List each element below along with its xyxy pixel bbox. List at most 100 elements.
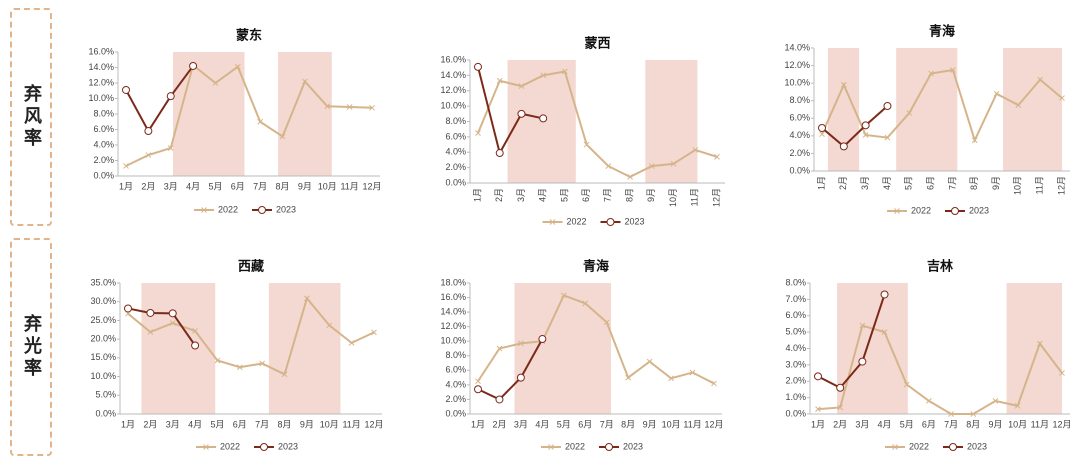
y-tick-label: 8.0%: [445, 116, 466, 126]
x-tick-label: 1月: [119, 181, 133, 191]
x-tick-label: 11月: [340, 181, 358, 191]
point-marker: [603, 319, 610, 326]
point-marker: [281, 371, 288, 378]
x-tick-label: 11月: [690, 188, 700, 206]
y-tick-label: 14.0%: [784, 42, 810, 52]
x-tick-label: 8月: [624, 188, 634, 202]
x-tick-label: 5月: [208, 181, 222, 191]
point-marker: [692, 147, 699, 153]
point-marker: [518, 340, 524, 347]
y-tick-label: 0.0%: [95, 408, 116, 418]
y-tick-label: 5.0%: [95, 390, 116, 400]
point-marker: [1015, 102, 1022, 108]
point-marker: [1059, 95, 1065, 101]
legend-marker: [606, 218, 615, 226]
legend-marker: [892, 444, 898, 450]
legend-marker: [258, 206, 266, 214]
x-tick-label: 8月: [276, 181, 290, 191]
legend-marker: [605, 443, 613, 451]
point-marker: [627, 173, 633, 180]
point-marker: [862, 132, 869, 138]
point-marker: [906, 110, 913, 116]
legend-label: 2022: [218, 204, 238, 214]
point-marker: [880, 290, 889, 299]
x-tick-label: 12月: [704, 419, 723, 429]
y-tick-label: 2.0%: [445, 162, 466, 172]
series-line: [477, 66, 544, 156]
x-tick-label: 3月: [514, 419, 528, 429]
legend-label: 2022: [911, 205, 931, 215]
legend-label: 2022: [567, 216, 587, 226]
point-marker: [971, 137, 978, 144]
series-line: [125, 65, 194, 134]
x-tick-label: 5月: [900, 419, 914, 429]
y-tick-label: 7.0%: [785, 294, 806, 304]
x-tick-label: 10月: [1013, 176, 1023, 195]
x-tick-label: 9月: [643, 419, 657, 429]
point-marker: [992, 398, 999, 404]
x-tick-label: 5月: [210, 419, 224, 429]
point-marker: [539, 114, 548, 123]
point-marker: [123, 163, 129, 169]
y-tick-label: 2.0%: [445, 394, 466, 404]
point-marker: [560, 292, 567, 299]
x-tick-label: 9月: [300, 419, 314, 429]
x-tick-label: 6月: [233, 419, 247, 429]
x-tick-label: 5月: [904, 176, 914, 190]
x-tick-label: 4月: [878, 419, 892, 429]
chart-title: 青海: [583, 259, 609, 275]
point-marker: [840, 82, 847, 88]
point-marker: [324, 103, 331, 110]
point-marker: [371, 329, 377, 336]
row-label: 弃光率: [21, 314, 42, 380]
y-tick-label: 35.0%: [90, 277, 116, 287]
x-tick-label: 12月: [364, 419, 383, 429]
x-tick-label: 11月: [1031, 419, 1049, 429]
x-tick-label: 1月: [121, 419, 135, 429]
point-marker: [583, 141, 590, 148]
y-tick-label: 16.0%: [440, 54, 466, 64]
x-tick-label: 1月: [811, 419, 825, 429]
x-tick-label: 7月: [255, 419, 269, 429]
point-marker: [279, 133, 286, 140]
x-tick-label: 10月: [1008, 419, 1027, 429]
y-tick-label: 10.0%: [784, 78, 810, 88]
x-tick-label: 6月: [922, 419, 936, 429]
point-marker: [646, 358, 653, 365]
y-tick-label: 14.0%: [440, 70, 466, 80]
point-marker: [993, 90, 1000, 97]
chart-title: 蒙东: [236, 28, 262, 44]
point-marker: [970, 411, 977, 417]
x-tick-label: 3月: [164, 181, 178, 191]
point-marker: [495, 395, 504, 404]
x-tick-label: 4月: [188, 419, 202, 429]
x-tick-label: 12月: [1056, 176, 1066, 195]
y-tick-label: 6.0%: [93, 124, 114, 134]
point-marker: [689, 369, 696, 376]
x-tick-label: 1月: [816, 176, 826, 190]
highlight-band: [172, 52, 245, 176]
point-marker: [928, 70, 934, 77]
x-tick-label: 9月: [988, 419, 1002, 429]
y-tick-label: 8.0%: [93, 108, 114, 118]
y-tick-label: 14.0%: [440, 306, 466, 316]
x-tick-label: 4月: [538, 188, 548, 202]
point-marker: [714, 154, 720, 160]
x-tick-label: 2月: [494, 188, 504, 202]
x-tick-label: 11月: [683, 419, 701, 429]
y-tick-label: 5.0%: [785, 327, 806, 337]
chart-title: 吉林: [927, 259, 953, 275]
point-marker: [814, 372, 822, 381]
x-tick-label: 7月: [947, 176, 957, 190]
point-marker: [605, 163, 612, 169]
point-marker: [146, 308, 155, 317]
point-marker: [1037, 76, 1044, 83]
x-tick-label: 2月: [838, 176, 848, 190]
point-marker: [474, 62, 482, 71]
legend-label: 2022: [220, 441, 240, 451]
legend-marker: [894, 208, 900, 214]
y-tick-label: 20.0%: [90, 334, 116, 344]
x-tick-label: 10月: [318, 181, 337, 191]
point-marker: [302, 78, 308, 85]
